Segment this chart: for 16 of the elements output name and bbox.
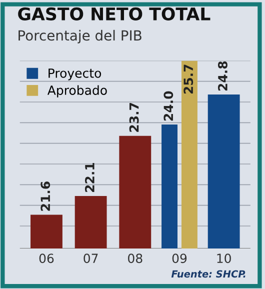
data-label: 24.0 (164, 91, 174, 121)
legend-label: Aprobado (47, 85, 107, 98)
legend-label: Proyecto (48, 68, 102, 80)
x-tick-label: 08 (128, 254, 142, 264)
source-note: Fuente: SHCP. (171, 270, 246, 278)
data-label: 23.7 (129, 102, 139, 132)
x-tick-label: 10 (217, 254, 231, 264)
chart-title: GASTO NETO TOTAL (18, 7, 210, 20)
x-tick-label: 06 (39, 254, 54, 264)
x-tick-label: 09 (172, 254, 187, 264)
data-label: 25.7 (184, 64, 194, 94)
data-label: 21.6 (40, 182, 50, 211)
x-tick-label: 07 (84, 254, 98, 264)
data-label: 22.1 (84, 162, 94, 192)
data-label: 24.8 (218, 61, 228, 91)
chart-subtitle: Porcentaje del PIB (18, 30, 142, 44)
